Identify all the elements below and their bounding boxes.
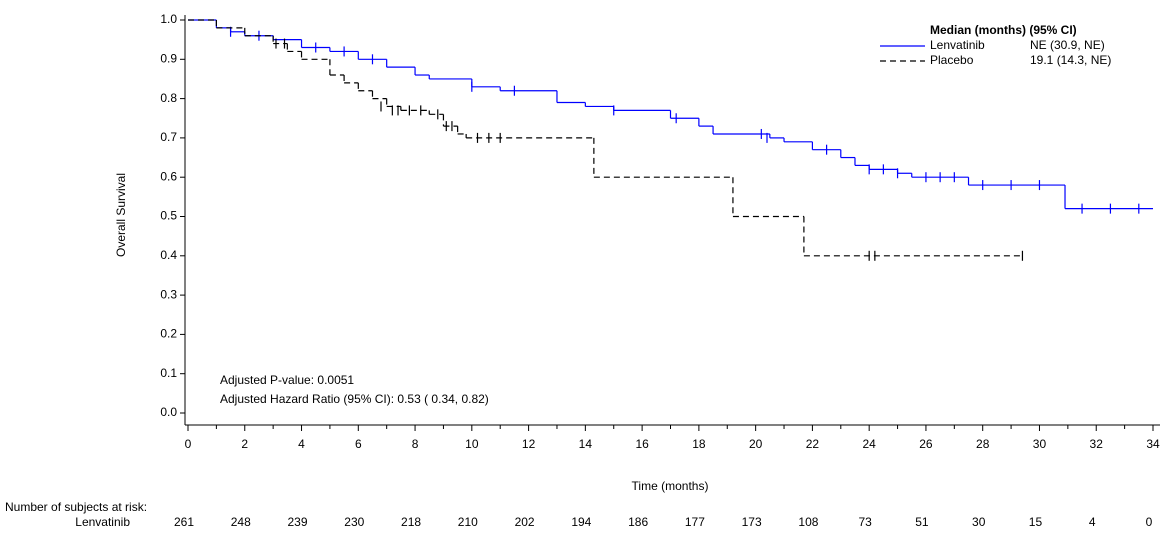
annotation: Adjusted Hazard Ratio (95% CI): 0.53 ( 0… (220, 392, 489, 406)
risk-value: 108 (798, 515, 818, 529)
y-tick-label: 0.9 (160, 51, 177, 65)
risk-value: 194 (571, 515, 591, 529)
x-tick-label: 26 (919, 437, 933, 451)
legend-title: Median (months) (95% CI) (930, 23, 1077, 37)
y-tick-label: 0.3 (160, 287, 177, 301)
y-tick-label: 0.7 (160, 130, 177, 144)
risk-table-title: Number of subjects at risk: (5, 500, 147, 514)
risk-value: 186 (628, 515, 648, 529)
y-tick-label: 0.1 (160, 366, 177, 380)
x-tick-label: 16 (635, 437, 649, 451)
y-tick-label: 1.0 (160, 12, 177, 26)
x-tick-label: 22 (806, 437, 820, 451)
x-tick-label: 4 (298, 437, 305, 451)
x-tick-label: 18 (692, 437, 706, 451)
risk-value: 0 (1146, 515, 1153, 529)
risk-value: 15 (1029, 515, 1043, 529)
risk-value: 173 (742, 515, 762, 529)
x-tick-label: 20 (749, 437, 763, 451)
x-tick-label: 2 (241, 437, 248, 451)
annotation: Adjusted P-value: 0.0051 (220, 373, 354, 387)
risk-value: 30 (972, 515, 986, 529)
risk-value: 4 (1089, 515, 1096, 529)
x-tick-label: 34 (1146, 437, 1160, 451)
x-tick-label: 30 (1033, 437, 1047, 451)
risk-value: 248 (231, 515, 251, 529)
y-tick-label: 0.2 (160, 327, 177, 341)
risk-value: 177 (685, 515, 705, 529)
x-tick-label: 12 (522, 437, 536, 451)
y-tick-label: 0.4 (160, 248, 177, 262)
y-tick-label: 0.5 (160, 209, 177, 223)
x-tick-label: 10 (465, 437, 479, 451)
x-tick-label: 6 (355, 437, 362, 451)
legend-label: Placebo (930, 53, 974, 67)
risk-value: 202 (515, 515, 535, 529)
legend-label: Lenvatinib (930, 38, 985, 52)
x-tick-label: 8 (412, 437, 419, 451)
risk-value: 239 (288, 515, 308, 529)
legend-median: 19.1 (14.3, NE) (1030, 53, 1111, 67)
y-axis-title: Overall Survival (114, 173, 128, 257)
y-tick-label: 0.6 (160, 169, 177, 183)
y-tick-label: 0.8 (160, 91, 177, 105)
risk-value: 51 (915, 515, 929, 529)
x-tick-label: 0 (185, 437, 192, 451)
x-tick-label: 28 (976, 437, 990, 451)
x-axis-title: Time (months) (632, 479, 709, 493)
risk-value: 210 (458, 515, 478, 529)
risk-value: 261 (174, 515, 194, 529)
risk-value: 230 (344, 515, 364, 529)
risk-value: 218 (401, 515, 421, 529)
x-tick-label: 32 (1090, 437, 1104, 451)
legend-median: NE (30.9, NE) (1030, 38, 1105, 52)
risk-row-label: Lenvatinib (75, 515, 130, 529)
x-tick-label: 14 (579, 437, 593, 451)
risk-value: 73 (858, 515, 872, 529)
y-tick-label: 0.0 (160, 405, 177, 419)
x-tick-label: 24 (862, 437, 876, 451)
